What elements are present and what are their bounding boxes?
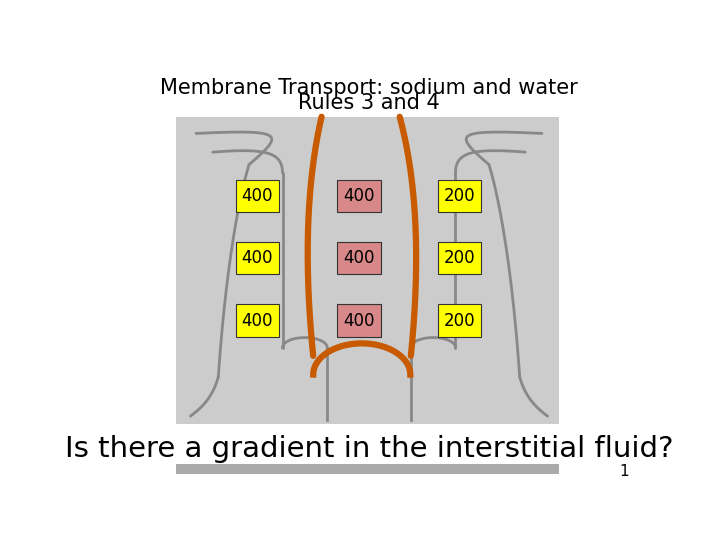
Text: Is there a gradient in the interstitial fluid?: Is there a gradient in the interstitial … xyxy=(65,435,673,463)
Text: 400: 400 xyxy=(343,249,374,267)
Text: 400: 400 xyxy=(343,312,374,329)
FancyBboxPatch shape xyxy=(235,305,279,337)
Text: 200: 200 xyxy=(444,249,475,267)
Text: 400: 400 xyxy=(242,249,273,267)
Text: Membrane Transport: sodium and water: Membrane Transport: sodium and water xyxy=(160,78,578,98)
Text: 200: 200 xyxy=(444,312,475,329)
FancyBboxPatch shape xyxy=(235,180,279,212)
Text: 200: 200 xyxy=(444,187,475,205)
FancyBboxPatch shape xyxy=(176,464,559,474)
Text: 1: 1 xyxy=(619,464,629,479)
FancyBboxPatch shape xyxy=(337,180,381,212)
FancyBboxPatch shape xyxy=(438,242,481,274)
FancyBboxPatch shape xyxy=(176,117,559,424)
FancyBboxPatch shape xyxy=(337,242,381,274)
Text: 400: 400 xyxy=(242,312,273,329)
FancyBboxPatch shape xyxy=(337,305,381,337)
Text: 400: 400 xyxy=(343,187,374,205)
Text: 400: 400 xyxy=(242,187,273,205)
FancyBboxPatch shape xyxy=(438,305,481,337)
FancyBboxPatch shape xyxy=(438,180,481,212)
Text: Rules 3 and 4: Rules 3 and 4 xyxy=(298,93,440,113)
FancyBboxPatch shape xyxy=(235,242,279,274)
